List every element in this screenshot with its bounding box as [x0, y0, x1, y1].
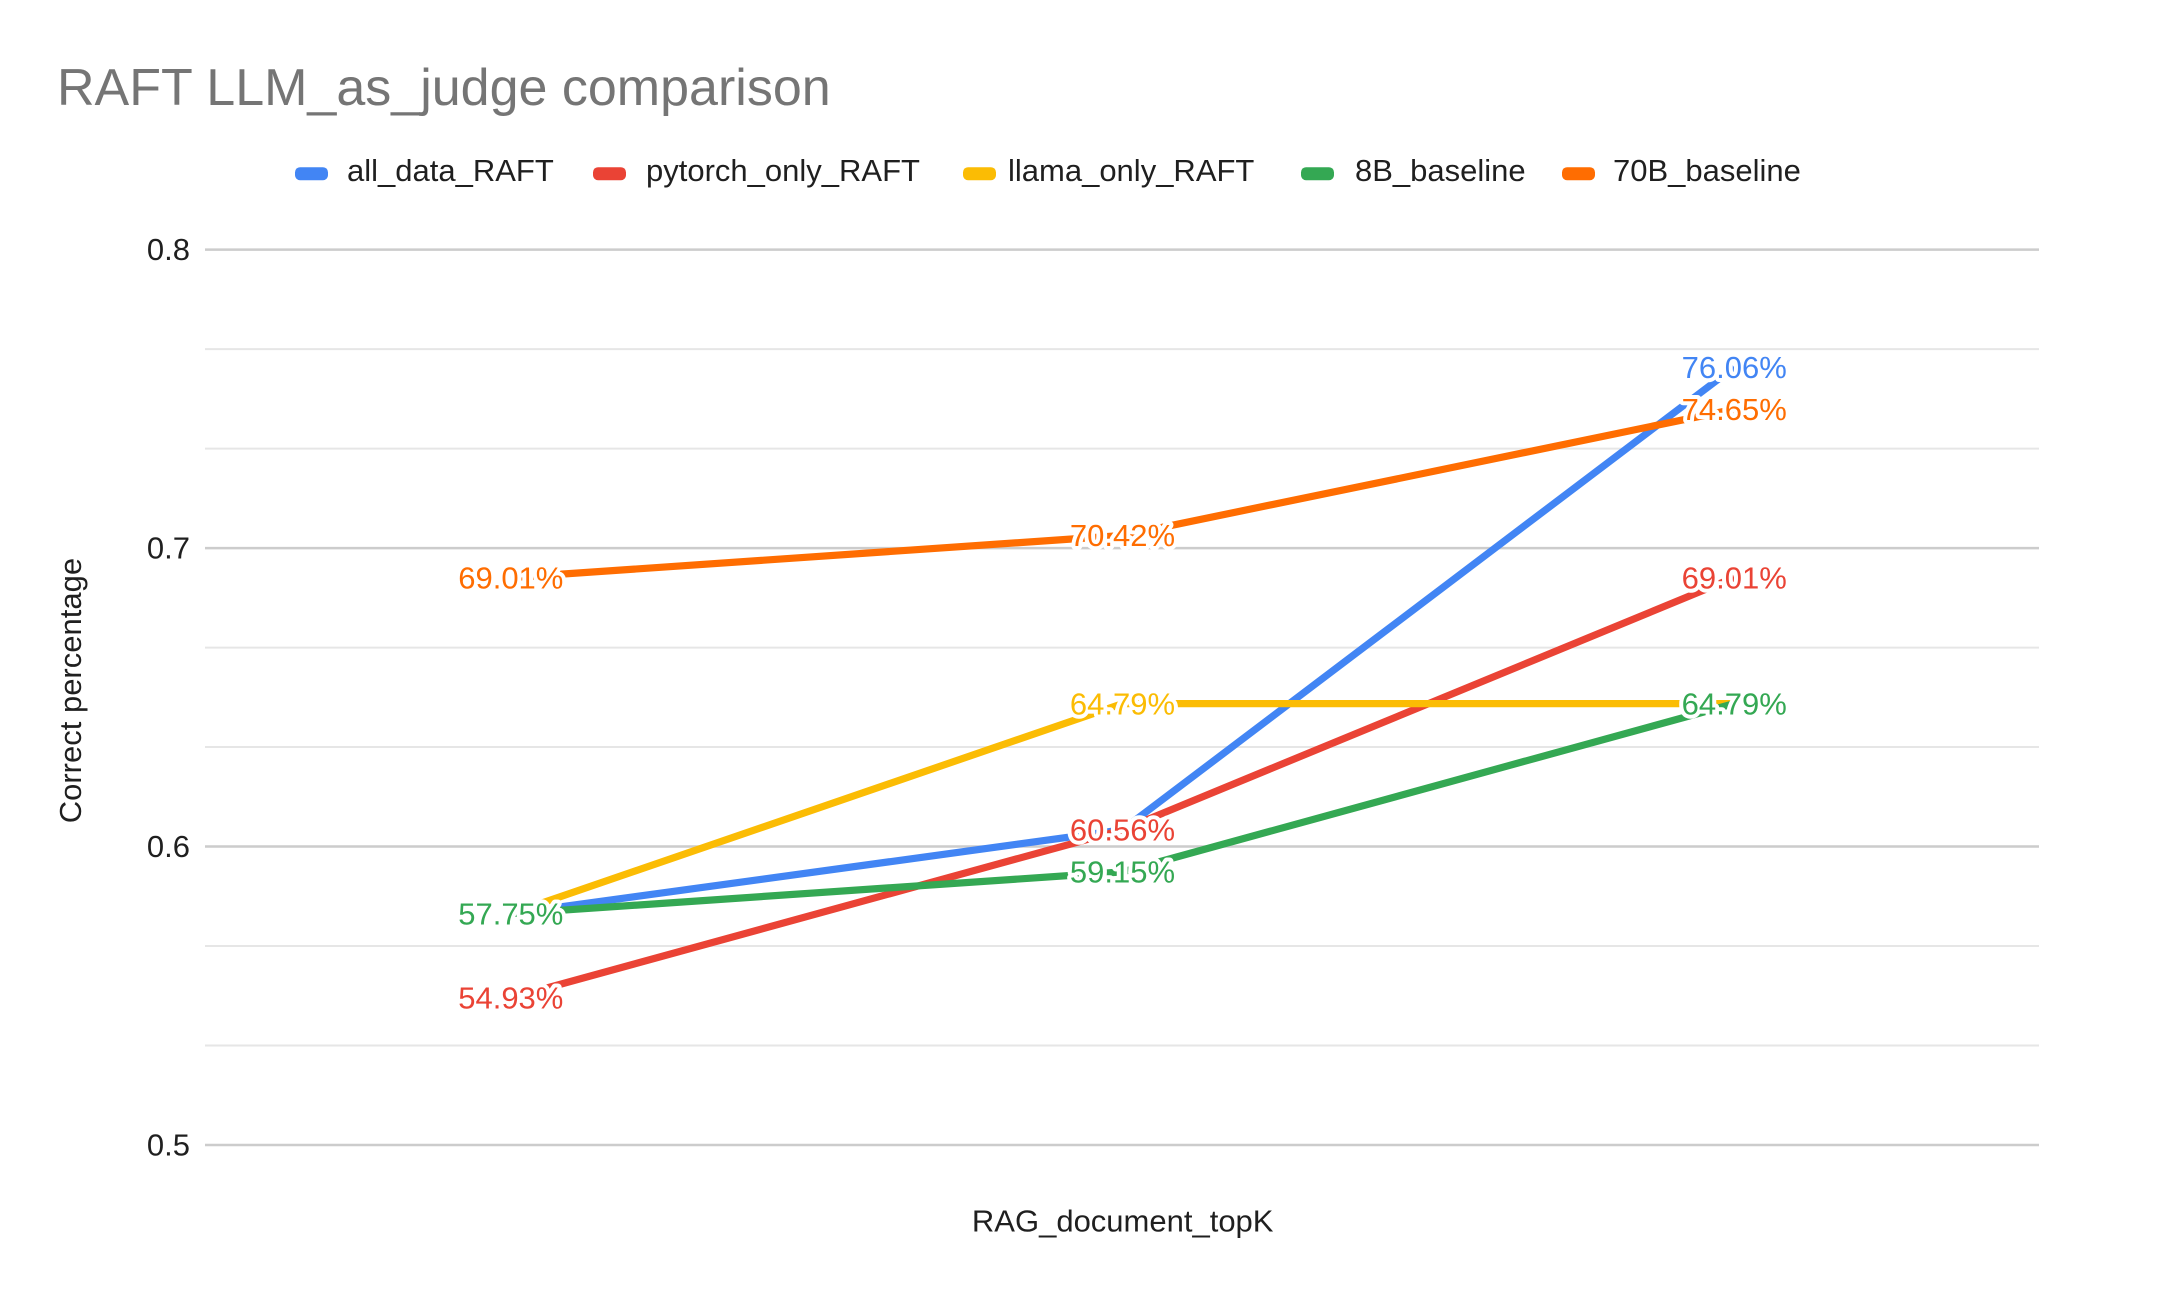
svg-text:64.79%: 64.79%	[1070, 686, 1175, 721]
svg-text:57.75%: 57.75%	[458, 896, 563, 931]
svg-text:60.56%: 60.56%	[1070, 813, 1175, 848]
svg-text:64.79%: 64.79%	[1682, 686, 1787, 721]
svg-text:76.06%: 76.06%	[1682, 350, 1787, 385]
svg-text:0.7: 0.7	[147, 531, 190, 566]
svg-text:llama_only_RAFT: llama_only_RAFT	[1008, 153, 1254, 188]
svg-text:Correct percentage: Correct percentage	[53, 558, 88, 823]
svg-text:54.93%: 54.93%	[458, 981, 563, 1016]
svg-text:70.42%: 70.42%	[1070, 518, 1175, 553]
svg-text:RAFT LLM_as_judge comparison: RAFT LLM_as_judge comparison	[57, 59, 831, 117]
svg-text:74.65%: 74.65%	[1682, 392, 1787, 427]
svg-text:0.8: 0.8	[147, 232, 190, 267]
svg-text:8B_baseline: 8B_baseline	[1355, 153, 1526, 188]
svg-text:RAG_document_topK: RAG_document_topK	[972, 1204, 1274, 1239]
svg-text:69.01%: 69.01%	[458, 560, 563, 595]
svg-text:69.01%: 69.01%	[1682, 560, 1787, 595]
svg-text:pytorch_only_RAFT: pytorch_only_RAFT	[646, 153, 920, 188]
svg-text:70B_baseline: 70B_baseline	[1613, 153, 1801, 188]
svg-text:all_data_RAFT: all_data_RAFT	[347, 153, 554, 188]
svg-text:59.15%: 59.15%	[1070, 855, 1175, 890]
svg-text:0.6: 0.6	[147, 829, 190, 864]
svg-text:0.5: 0.5	[147, 1128, 190, 1163]
